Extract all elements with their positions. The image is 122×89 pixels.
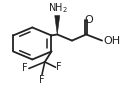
Text: F: F xyxy=(39,75,45,85)
Text: O: O xyxy=(85,15,93,25)
Text: NH$_2$: NH$_2$ xyxy=(48,1,68,15)
Polygon shape xyxy=(55,16,60,34)
Text: OH: OH xyxy=(103,36,120,46)
Text: F: F xyxy=(22,63,28,74)
Text: F: F xyxy=(56,62,62,72)
